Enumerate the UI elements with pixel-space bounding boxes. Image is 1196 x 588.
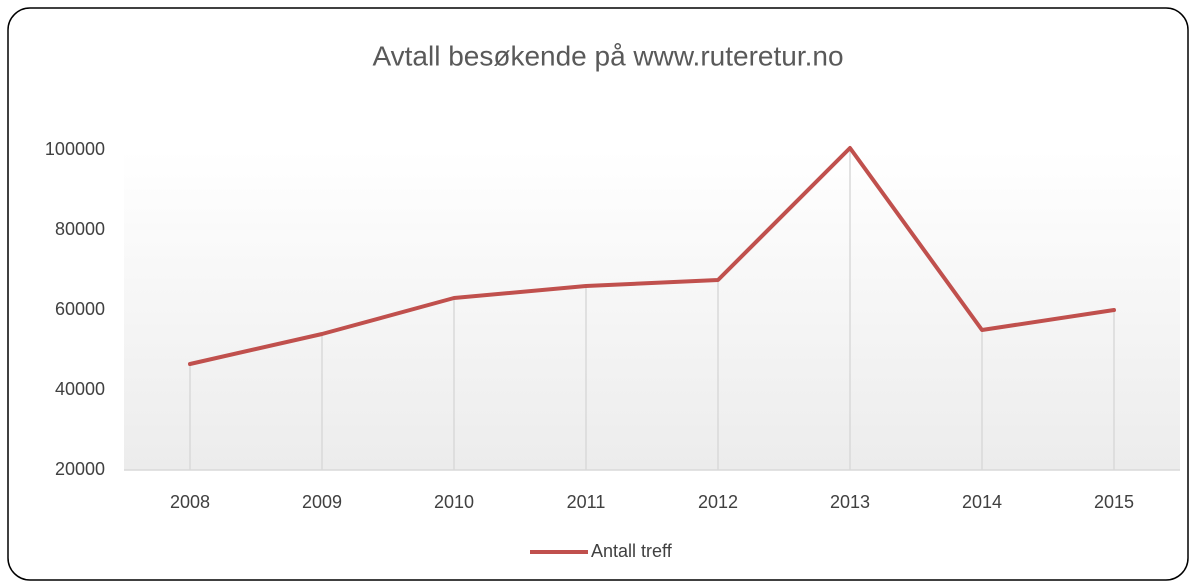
x-tick-label: 2013 (830, 492, 870, 512)
chart-title: Avtall besøkende på www.ruteretur.no (372, 40, 843, 71)
legend-label: Antall treff (591, 541, 673, 561)
y-tick-label: 100000 (45, 139, 105, 159)
x-tick-label: 2011 (567, 492, 606, 512)
x-tick-label: 2010 (434, 492, 474, 512)
y-tick-label: 20000 (55, 459, 105, 479)
y-tick-label: 80000 (55, 219, 105, 239)
plot-area (124, 150, 1180, 470)
x-tick-label: 2015 (1094, 492, 1134, 512)
y-tick-label: 40000 (55, 379, 105, 399)
x-tick-label: 2012 (698, 492, 738, 512)
x-tick-label: 2009 (302, 492, 342, 512)
y-tick-label: 60000 (55, 299, 105, 319)
series-line (188, 146, 1116, 366)
x-tick-label: 2008 (170, 492, 210, 512)
x-tick-label: 2014 (962, 492, 1002, 512)
